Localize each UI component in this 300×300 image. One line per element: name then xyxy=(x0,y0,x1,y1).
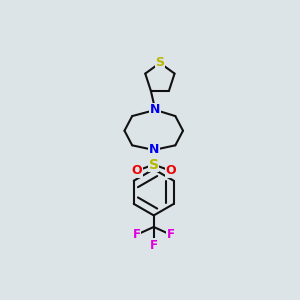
Text: F: F xyxy=(133,228,141,241)
Text: F: F xyxy=(167,228,175,241)
Text: S: S xyxy=(155,56,164,69)
Text: F: F xyxy=(150,239,158,252)
Text: O: O xyxy=(131,164,142,177)
Text: N: N xyxy=(148,143,159,157)
Text: N: N xyxy=(150,103,160,116)
Text: O: O xyxy=(165,164,176,177)
Text: S: S xyxy=(149,158,159,172)
